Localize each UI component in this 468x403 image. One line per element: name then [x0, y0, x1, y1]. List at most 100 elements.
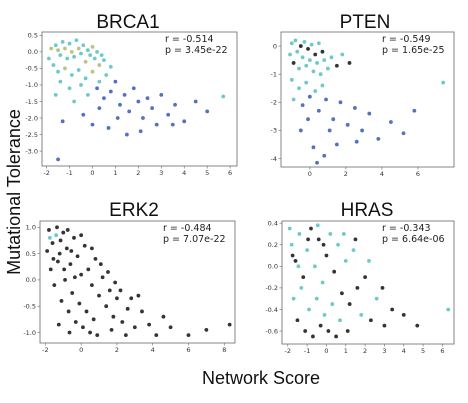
- data-point: [97, 63, 102, 67]
- data-point: [341, 232, 346, 236]
- x-tick-label: 4: [182, 169, 186, 177]
- data-point: [45, 249, 50, 253]
- x-tick-label: -1: [66, 169, 72, 177]
- y-tick-label: 0.5: [28, 32, 38, 40]
- data-point: [334, 142, 339, 147]
- x-tick-label: 0: [308, 170, 312, 178]
- data-point: [343, 259, 348, 263]
- data-point: [90, 69, 95, 74]
- data-point: [89, 283, 94, 288]
- chart-title: BRCA1: [96, 12, 159, 33]
- data-point: [347, 302, 352, 306]
- data-point: [72, 275, 77, 280]
- data-point: [109, 327, 114, 332]
- data-point: [318, 72, 323, 77]
- data-point: [67, 86, 72, 91]
- data-point: [95, 86, 99, 91]
- data-point: [95, 333, 100, 338]
- data-point: [336, 242, 340, 247]
- data-point: [122, 92, 127, 97]
- y-tick-label: -1: [271, 70, 277, 78]
- data-point: [306, 46, 310, 51]
- data-point: [315, 223, 320, 228]
- data-point: [166, 112, 171, 117]
- y-tick-label: -4: [271, 155, 277, 163]
- x-tick-label: 1: [344, 347, 348, 355]
- data-point: [56, 322, 61, 327]
- data-point: [307, 94, 312, 99]
- data-point: [316, 41, 321, 46]
- data-point: [415, 323, 420, 328]
- data-point: [82, 243, 87, 248]
- y-tick-label: -1.0: [25, 81, 38, 89]
- plot-frame: [39, 220, 236, 344]
- y-tick-label: -1.0: [23, 329, 36, 337]
- x-tick-label: 6: [440, 347, 444, 355]
- data-point: [115, 116, 120, 120]
- data-point: [382, 323, 387, 328]
- data-point: [85, 48, 90, 53]
- data-point: [72, 54, 77, 59]
- data-point: [312, 264, 317, 269]
- data-point: [90, 44, 95, 49]
- data-point: [347, 61, 352, 65]
- data-point: [193, 99, 198, 104]
- data-point: [303, 329, 308, 333]
- data-point: [77, 301, 82, 306]
- p-annotation: p = 3.45e-22: [165, 45, 228, 56]
- data-point: [204, 327, 209, 332]
- data-point: [173, 102, 177, 107]
- data-point: [125, 306, 130, 311]
- y-axis-label: Mutational Tolerance: [4, 109, 24, 275]
- data-point: [88, 330, 92, 335]
- y-tick-label: 0.5: [26, 250, 36, 258]
- data-point: [205, 109, 210, 114]
- data-point: [54, 233, 59, 238]
- x-tick-label: 6: [228, 169, 232, 177]
- data-point: [58, 53, 63, 58]
- data-point: [289, 242, 294, 247]
- y-tick-label: 0.0: [26, 276, 36, 284]
- data-point: [57, 251, 62, 256]
- data-point: [298, 128, 303, 133]
- data-point: [301, 275, 306, 280]
- data-point: [389, 120, 393, 124]
- data-point: [360, 128, 364, 133]
- data-point: [51, 256, 56, 261]
- data-point: [295, 49, 300, 54]
- data-point: [72, 99, 77, 104]
- data-point: [58, 79, 63, 84]
- data-point: [316, 237, 321, 242]
- y-tick-label: 0.0: [28, 48, 38, 56]
- data-point: [338, 318, 342, 323]
- data-point: [311, 334, 315, 339]
- r-annotation: r = -0.514: [165, 34, 214, 45]
- data-point: [56, 157, 60, 162]
- data-point: [70, 291, 75, 295]
- y-tick-label: 0.2: [268, 241, 278, 249]
- x-tick-label: 0: [324, 347, 328, 355]
- data-point: [359, 312, 364, 317]
- data-point: [127, 109, 132, 114]
- data-point: [72, 235, 76, 240]
- data-point: [327, 128, 332, 133]
- data-point: [374, 296, 379, 301]
- data-point: [291, 296, 296, 301]
- data-point: [56, 48, 60, 53]
- data-point: [297, 66, 301, 71]
- data-point: [120, 320, 125, 324]
- data-point: [326, 329, 331, 333]
- data-point: [55, 225, 59, 230]
- data-point: [330, 302, 335, 306]
- data-point: [141, 116, 145, 120]
- data-point: [354, 139, 359, 144]
- x-tick-label: 0: [90, 169, 94, 177]
- data-point: [313, 52, 318, 57]
- data-point: [324, 253, 329, 258]
- data-point: [318, 323, 323, 328]
- data-point: [91, 317, 96, 322]
- data-point: [99, 53, 104, 58]
- data-point: [75, 254, 80, 259]
- x-tick-label: 4: [380, 170, 384, 178]
- data-point: [353, 237, 358, 242]
